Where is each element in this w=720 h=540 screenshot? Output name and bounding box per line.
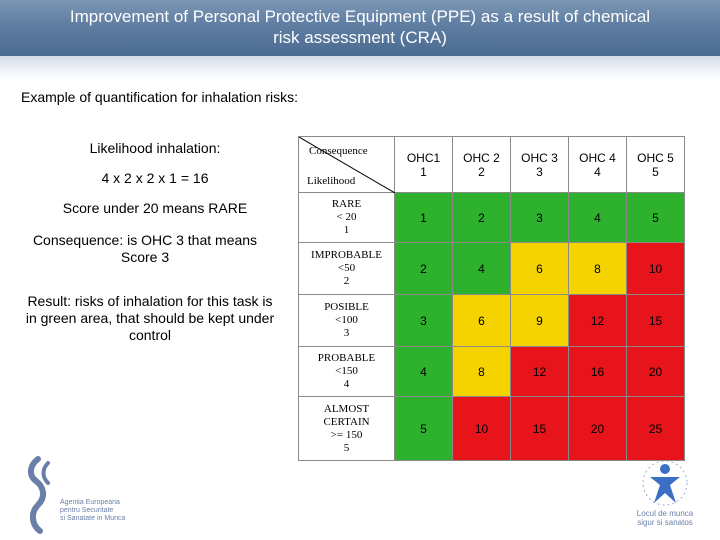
- col-score: 3: [536, 164, 543, 179]
- row-label: ALMOST: [323, 402, 370, 415]
- matrix-cell: 9: [510, 294, 569, 347]
- matrix-cell: 8: [452, 346, 511, 397]
- logo-text-line: sigur si sanatos: [637, 518, 693, 527]
- campaign-logo: Locul de munca sigur si sanatos: [620, 455, 710, 535]
- eu-osha-logo-icon: [28, 456, 50, 534]
- row-label: RARE: [331, 198, 362, 210]
- row-range: <50: [337, 262, 356, 274]
- matrix-cell: 25: [626, 396, 685, 461]
- row-score: 5: [343, 441, 350, 454]
- matrix-cell: 10: [452, 396, 511, 461]
- matrix-row-posible: POSIBLE <100 3 3 6 9 12 15: [298, 294, 685, 347]
- col-score: 5: [652, 164, 659, 179]
- matrix-cell: 5: [394, 396, 453, 461]
- matrix-cell: 3: [394, 294, 453, 347]
- row-range: < 20: [336, 211, 357, 223]
- matrix-cell: 2: [394, 242, 453, 295]
- col-score: 4: [594, 164, 601, 179]
- row-range: >= 150: [330, 428, 363, 441]
- col-name: OHC1: [406, 150, 441, 165]
- title-shadow: [0, 56, 720, 82]
- eu-osha-logo: Agentia Europeana pentru Securitate si S…: [20, 455, 125, 535]
- row-label-cont: CERTAIN: [323, 415, 370, 428]
- corner-consequence: Consequence: [309, 145, 368, 157]
- matrix-cell: 6: [510, 242, 569, 295]
- row-header-almost-certain: ALMOST CERTAIN >= 150 5: [298, 396, 395, 461]
- col-header-ohc1: OHC1 1: [394, 136, 453, 193]
- matrix-cell: 4: [452, 242, 511, 295]
- matrix-cell: 15: [626, 294, 685, 347]
- eu-osha-logo-text: Agentia Europeana pentru Securitate si S…: [60, 499, 130, 523]
- col-score: 2: [478, 164, 485, 179]
- col-name: OHC 2: [463, 150, 500, 165]
- matrix-row-almost-certain: ALMOST CERTAIN >= 150 5 5 10 15 20 25: [298, 396, 685, 461]
- likelihood-label: Likelihood inhalation:: [89, 140, 221, 156]
- row-header-probable: PROBABLE <150 4: [298, 346, 395, 397]
- matrix-cell: 1: [394, 192, 453, 243]
- logo-text-line: Agentia Europeana: [60, 499, 120, 506]
- col-score: 1: [420, 164, 427, 179]
- col-name: OHC 3: [521, 150, 558, 165]
- likelihood-calculation: 4 x 2 x 2 x 1 = 16: [101, 170, 209, 186]
- matrix-row-probable: PROBABLE <150 4 4 8 12 16 20: [298, 346, 685, 397]
- corner-diagonal: [299, 137, 395, 193]
- matrix-cell: 6: [452, 294, 511, 347]
- corner-likelihood: Likelihood: [307, 175, 356, 187]
- matrix-corner: Consequence Likelihood: [298, 136, 395, 193]
- campaign-logo-text: Locul de munca sigur si sanatos: [620, 509, 710, 527]
- matrix-cell: 12: [568, 294, 627, 347]
- score-note: Score under 20 means RARE: [62, 200, 248, 216]
- row-header-improbable: IMPROBABLE <50 2: [298, 242, 395, 295]
- row-label: POSIBLE: [324, 301, 369, 313]
- matrix-cell: 4: [394, 346, 453, 397]
- matrix-row-improbable: IMPROBABLE <50 2 2 4 6 8 10: [298, 242, 685, 295]
- row-label: PROBABLE: [317, 352, 376, 364]
- row-label: IMPROBABLE: [311, 249, 382, 261]
- matrix-cell: 10: [626, 242, 685, 295]
- title-line-1: Improvement of Personal Protective Equip…: [69, 7, 651, 26]
- row-score: 3: [343, 327, 350, 339]
- row-score: 2: [343, 275, 350, 287]
- matrix-cell: 12: [510, 346, 569, 397]
- matrix-cell: 15: [510, 396, 569, 461]
- matrix-cell: 4: [568, 192, 627, 243]
- row-header-posible: POSIBLE <100 3: [298, 294, 395, 347]
- title-line-2: risk assessment (CRA): [273, 28, 447, 47]
- consequence-note: Consequence: is OHC 3 that means Score 3: [32, 232, 258, 265]
- matrix-cell: 8: [568, 242, 627, 295]
- matrix-cell: 20: [626, 346, 685, 397]
- matrix-cell: 2: [452, 192, 511, 243]
- result-note: Result: risks of inhalation for this tas…: [25, 293, 275, 343]
- row-score: 4: [343, 378, 350, 390]
- logo-text-line: pentru Securitate: [60, 507, 114, 514]
- logo-text-line: Locul de munca: [636, 509, 694, 518]
- matrix-cell: 16: [568, 346, 627, 397]
- row-score: 1: [343, 224, 350, 236]
- col-name: OHC 5: [637, 150, 674, 165]
- row-range: <150: [335, 365, 358, 377]
- matrix-cell: 3: [510, 192, 569, 243]
- matrix-cell: 20: [568, 396, 627, 461]
- matrix-cell: 5: [626, 192, 685, 243]
- title-bar: Improvement of Personal Protective Equip…: [0, 0, 720, 56]
- col-name: OHC 4: [579, 150, 616, 165]
- campaign-logo-icon: [642, 460, 688, 506]
- matrix-row-rare: RARE < 20 1 1 2 3 4 5: [298, 192, 685, 243]
- logo-text-line: si Sanatate in Munca: [60, 515, 126, 522]
- row-range: <100: [335, 314, 358, 326]
- row-header-rare: RARE < 20 1: [298, 192, 395, 243]
- subtitle: Example of quantification for inhalation…: [21, 89, 299, 105]
